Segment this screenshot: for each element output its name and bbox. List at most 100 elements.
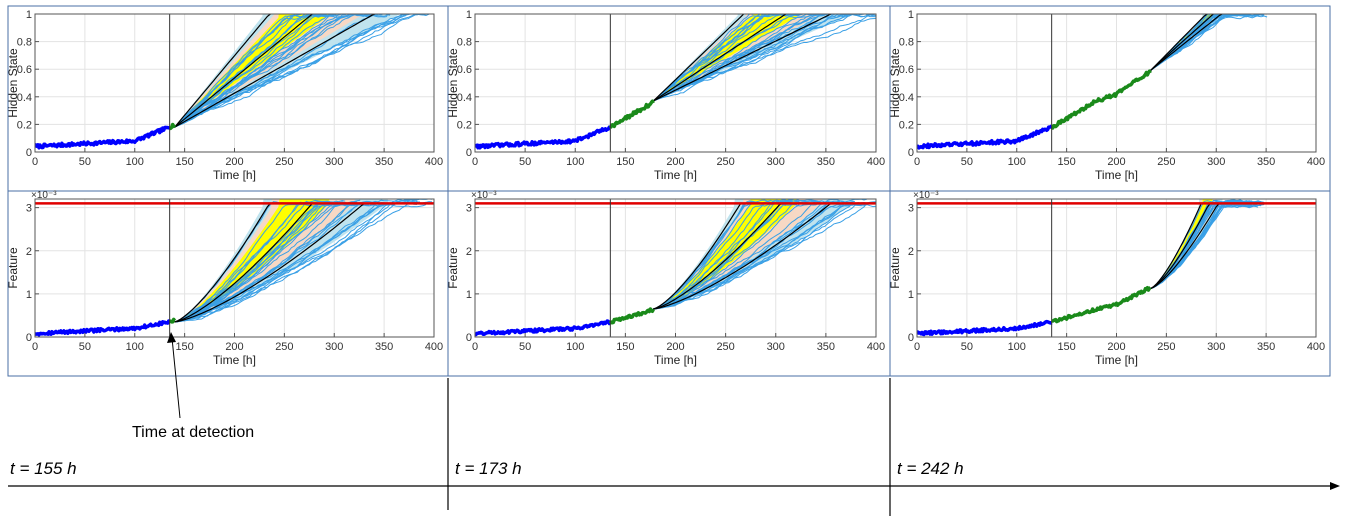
y-tick-label: 3 [908,203,914,215]
x-tick-label: 0 [914,156,920,168]
percentile-line-3 [174,14,376,128]
trajectory-line [174,14,325,128]
y-tick-label: 0.6 [899,64,914,76]
hidden-state-t173-panel: 0 50 100 150 200 250 300 350 400 0 0.2 0.4 0.6 0.8 1 Ti… [446,5,891,192]
hidden-state-t242-panel: 0 50 100 150 200 250 300 350 400 0 0.2 0.4 0.6 0.8 1 Ti… [888,5,1331,192]
x-tick-label: 200 [666,341,684,353]
timeline-axis-arrowhead [1330,482,1340,490]
trajectory-line [174,203,370,323]
trajectory-line [653,200,789,310]
x-tick-label: 150 [1057,341,1075,353]
feature-t155-panel: 0 50 100 150 200 250 300 350 400 0 1 2 3 Time [h] Feat… [6,190,449,377]
plot-area [35,14,432,150]
y-tick-label: 2 [466,246,472,258]
y-tick-label: 0 [908,147,914,159]
timeline-label-1: t = 155 h [10,459,77,478]
x-tick-label: 350 [817,156,835,168]
timeline-label-3: t = 242 h [897,459,964,478]
x-tick-label: 400 [425,341,443,353]
trajectory-line [174,14,331,128]
percentile-line-1 [174,202,271,323]
y-axis-label: Feature [446,247,460,289]
x-tick-label: 400 [867,341,885,353]
x-tick-label: 150 [1057,156,1075,168]
y-tick-label: 0.2 [17,119,32,131]
trajectory-line [174,199,433,323]
x-tick-label: 0 [914,341,920,353]
percentile-line-2 [652,14,787,102]
y-axis-label: Feature [888,247,902,289]
filtered-line [1050,285,1152,324]
x-tick-label: 100 [566,156,584,168]
x-tick-label: 400 [867,156,885,168]
x-tick-label: 50 [961,156,973,168]
y-tick-label: 1 [26,9,32,21]
trajectory-line [174,14,404,128]
y-tick-label: 3 [466,203,472,215]
history-line [35,125,171,150]
x-tick-label: 300 [1207,156,1225,168]
feature-t242-panel: 0 50 100 150 200 250 300 350 400 0 1 2 3 Time [h] Feat… [888,190,1331,377]
percentile-line-2 [1150,202,1211,290]
trajectory-line [174,14,388,128]
filtered-line [168,122,177,131]
x-tick-label: 300 [1207,341,1225,353]
history-line [35,319,171,337]
x-tick-label: 0 [32,156,38,168]
x-tick-label: 250 [275,341,293,353]
y-tick-label: 2 [908,246,914,258]
x-tick-label: 200 [1107,156,1125,168]
history-line [475,125,612,150]
x-tick-label: 50 [961,341,973,353]
y-tick-label: 0.8 [457,37,472,49]
trajectory-line [653,200,855,310]
x-tick-label: 350 [817,341,835,353]
y-tick-label: 0 [26,147,32,159]
x-tick-label: 350 [1257,341,1275,353]
x-tick-label: 350 [1257,156,1275,168]
detection-arrowhead [167,332,176,343]
trajectory-line [652,14,765,102]
plot-area [475,199,876,337]
feature-t173-panel: 0 50 100 150 200 250 300 350 400 0 1 2 3 Time [h] Feat… [446,190,891,377]
trajectory-line [1150,14,1265,72]
x-tick-label: 100 [1008,341,1026,353]
y-tick-label: 0.2 [899,119,914,131]
x-tick-label: 250 [275,156,293,168]
x-tick-label: 150 [175,341,193,353]
y-tick-label: 1 [908,9,914,21]
x-axis-label: Time [h] [1095,168,1138,182]
trajectory-line [174,14,370,128]
x-tick-label: 200 [1107,341,1125,353]
y-tick-label: 0.2 [457,119,472,131]
y-tick-label: 1 [466,289,472,301]
x-tick-label: 300 [767,341,785,353]
x-tick-label: 200 [225,156,243,168]
x-tick-label: 200 [666,156,684,168]
y-tick-label: 1 [908,289,914,301]
percentile-line-2 [174,202,313,323]
trajectory-line [651,202,876,310]
x-tick-label: 50 [519,341,531,353]
hidden-state-t155-panel: 0 50 100 150 200 250 300 350 400 0 0.2 0.4 0.6 0.8 1 Ti… [6,5,449,192]
percentile-line-3 [653,202,832,310]
trajectory-line [174,14,418,128]
detection-arrow [171,337,181,419]
y-tick-label: 0 [908,332,914,344]
x-tick-label: 50 [519,156,531,168]
timeline-overlay: Time at detection t = 155 h t = 173 h t … [8,332,1340,516]
history-line [475,319,612,337]
filtered-line [1050,69,1152,130]
y-exponent-label: ×10⁻³ [31,190,57,201]
percentile-line-1 [653,202,742,310]
x-tick-label: 100 [566,341,584,353]
x-tick-label: 200 [225,341,243,353]
y-tick-label: 3 [26,203,32,215]
y-axis-label: Hidden State [446,48,460,118]
trajectory-line [652,14,866,102]
x-tick-label: 350 [375,156,393,168]
x-axis-label: Time [h] [1095,353,1138,367]
band-inner [1150,199,1213,289]
y-tick-label: 0 [26,332,32,344]
